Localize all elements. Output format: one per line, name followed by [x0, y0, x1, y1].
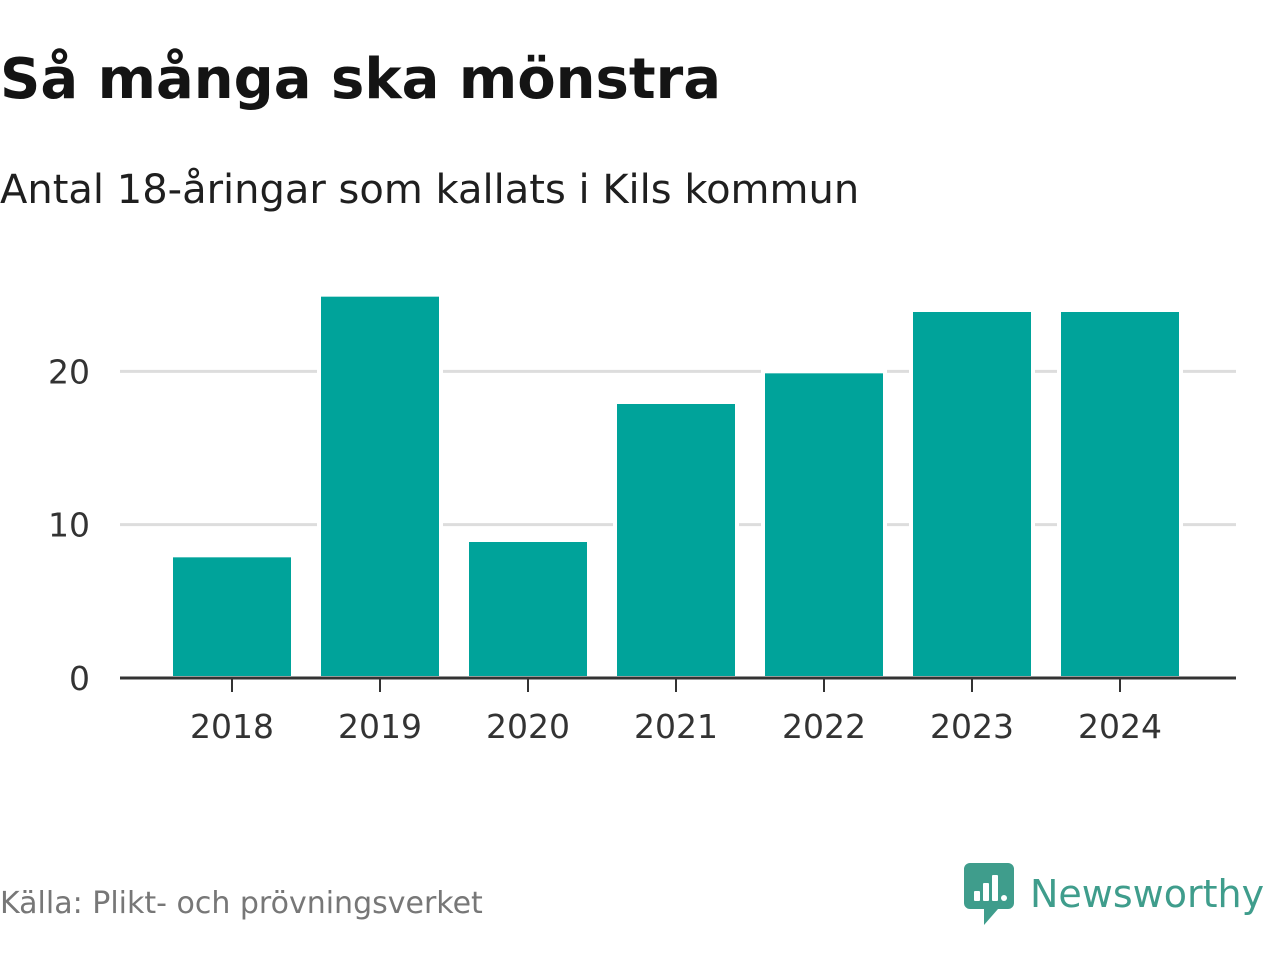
bar — [761, 369, 887, 680]
y-tick-labels: 0 10 20 — [48, 352, 90, 698]
chart-subtitle: Antal 18-åringar som kallats i Kils komm… — [0, 167, 860, 213]
x-tick-label: 2022 — [782, 707, 866, 746]
bar — [613, 400, 739, 680]
brand-name: Newsworthy — [1030, 872, 1265, 916]
bar — [465, 538, 591, 680]
bar — [317, 292, 443, 680]
bar — [1057, 308, 1183, 680]
x-tick-label: 2018 — [190, 707, 274, 746]
x-ticks — [231, 678, 1121, 692]
y-tick-label: 10 — [48, 506, 90, 545]
y-tick-label: 0 — [69, 659, 90, 698]
x-tick-label: 2020 — [486, 707, 570, 746]
x-tick-labels: 2018 2019 2020 2021 2022 2023 2024 — [190, 707, 1162, 746]
y-tick-label: 20 — [48, 352, 90, 391]
bar — [909, 308, 1035, 680]
brand: Newsworthy — [964, 862, 1264, 926]
x-tick-label: 2023 — [930, 707, 1014, 746]
x-tick-label: 2024 — [1078, 707, 1162, 746]
x-tick-label: 2019 — [338, 707, 422, 746]
source-note: Källa: Plikt- och prövningsverket — [0, 886, 483, 921]
x-tick-label: 2021 — [634, 707, 718, 746]
bars — [169, 292, 1183, 680]
newsworthy-logo-icon — [964, 863, 1014, 925]
bar — [169, 553, 295, 680]
chart-title: Så många ska mönstra — [0, 47, 722, 112]
